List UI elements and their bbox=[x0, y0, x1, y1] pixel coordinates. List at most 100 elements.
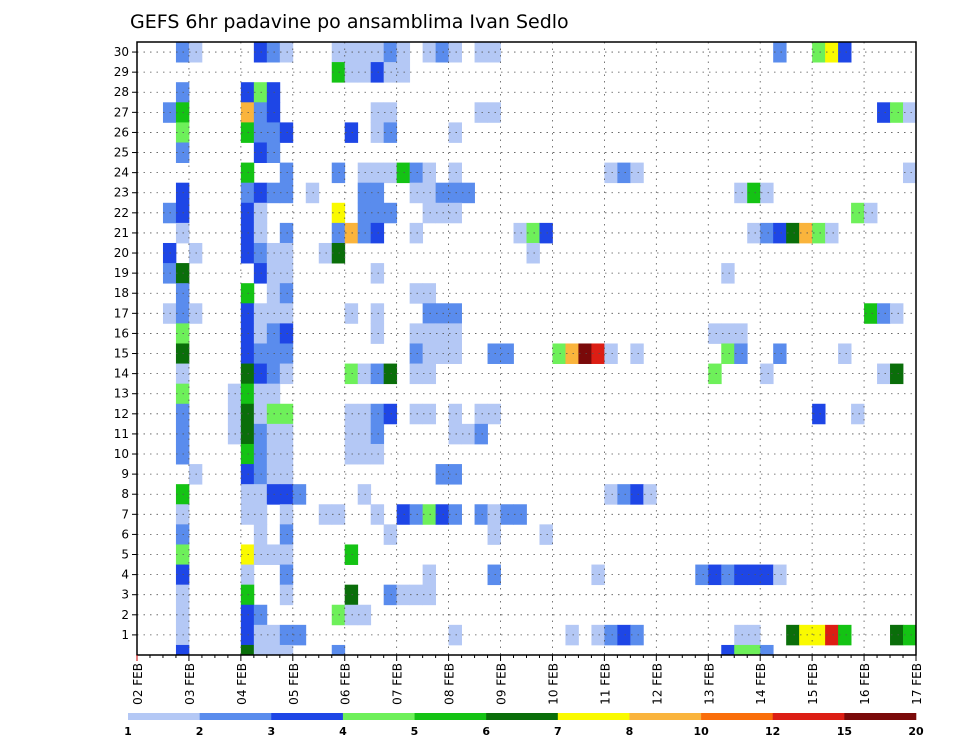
colorbar-label: 12 bbox=[765, 725, 780, 738]
heatmap-cell bbox=[409, 584, 424, 606]
colorbar-swatch bbox=[629, 713, 702, 720]
y-axis: 1234567891011121314151617181920212223242… bbox=[114, 45, 137, 642]
heatmap-cell bbox=[617, 624, 631, 646]
heatmap-cell bbox=[604, 624, 618, 646]
heatmap-cell bbox=[422, 403, 437, 425]
heatmap-cell bbox=[331, 42, 346, 63]
heatmap-cell bbox=[370, 443, 385, 465]
heatmap-cell bbox=[435, 343, 449, 364]
y-tick-label: 2 bbox=[121, 608, 129, 622]
heatmap-cell bbox=[448, 42, 462, 63]
heatmap-cell bbox=[591, 564, 605, 586]
heatmap-cell bbox=[760, 564, 774, 586]
colorbar-label: 1 bbox=[124, 725, 132, 738]
x-tick-label: 08 FEB bbox=[443, 663, 457, 705]
heatmap-cell bbox=[864, 202, 878, 224]
heatmap-cell bbox=[344, 363, 359, 385]
heatmap-cell bbox=[448, 323, 462, 344]
heatmap-cell bbox=[812, 624, 826, 646]
heatmap-cell bbox=[513, 504, 527, 525]
heatmap-cell bbox=[370, 222, 385, 244]
heatmap-cell bbox=[903, 162, 917, 184]
heatmap-cell bbox=[747, 624, 761, 646]
heatmap-cell bbox=[760, 182, 774, 204]
y-tick-label: 12 bbox=[114, 407, 129, 421]
heatmap-cell bbox=[760, 644, 774, 656]
heatmap-cell bbox=[448, 423, 462, 445]
heatmap-cell bbox=[565, 624, 579, 646]
heatmap-cell bbox=[630, 624, 644, 646]
heatmap-cell bbox=[357, 162, 372, 184]
heatmap-cell bbox=[435, 202, 449, 224]
x-tick-label: 15 FEB bbox=[806, 663, 820, 705]
heatmap-cell bbox=[435, 464, 449, 485]
heatmap-cell bbox=[539, 222, 553, 244]
heatmap-cell bbox=[383, 524, 398, 545]
heatmap-cell bbox=[864, 303, 878, 324]
x-tick-label: 11 FEB bbox=[598, 663, 612, 705]
heatmap-cell bbox=[448, 504, 462, 525]
heatmap-cell bbox=[409, 162, 424, 184]
heatmap-cell bbox=[487, 524, 501, 545]
heatmap-cell bbox=[331, 162, 346, 184]
heatmap-cell bbox=[734, 564, 748, 586]
heatmap-cell bbox=[734, 624, 748, 646]
heatmap-cell bbox=[695, 564, 709, 586]
heatmap-cell bbox=[760, 363, 774, 385]
heatmap-cell bbox=[461, 423, 475, 445]
heatmap-cell bbox=[383, 202, 398, 224]
heatmap-cell bbox=[877, 363, 891, 385]
heatmap-cell bbox=[331, 202, 346, 224]
heatmap-cell bbox=[734, 323, 748, 344]
x-tick-label: 12 FEB bbox=[650, 663, 664, 705]
colorbar-label: 6 bbox=[482, 725, 490, 738]
heatmap-cell bbox=[266, 644, 281, 656]
heatmap-cell bbox=[409, 403, 424, 425]
heatmap-cell bbox=[253, 644, 268, 656]
heatmap-cell bbox=[370, 263, 385, 284]
heatmap-cell bbox=[877, 303, 891, 324]
heatmap-cell bbox=[526, 242, 540, 264]
heatmap-cell bbox=[604, 484, 618, 505]
heatmap-cell bbox=[370, 303, 385, 324]
x-tick-label: 17 FEB bbox=[910, 663, 924, 705]
heatmap-cell bbox=[474, 504, 488, 525]
x-tick-label: 13 FEB bbox=[702, 663, 716, 705]
heatmap-cell bbox=[721, 323, 735, 344]
heatmap-cell bbox=[747, 222, 761, 244]
heatmap-cell bbox=[552, 343, 566, 364]
y-tick-label: 27 bbox=[114, 105, 129, 119]
heatmap-cell bbox=[448, 403, 462, 425]
heatmap-cell bbox=[396, 42, 411, 63]
colorbar-swatch bbox=[128, 713, 200, 720]
x-tick-label: 02 FEB bbox=[131, 663, 145, 705]
heatmap-cell bbox=[591, 624, 605, 646]
colorbar: 1 2 3 4 5 6 7 8 10 12 15 20 bbox=[124, 713, 924, 738]
heatmap-cell bbox=[500, 504, 514, 525]
y-tick-label: 8 bbox=[121, 487, 129, 501]
y-tick-label: 21 bbox=[114, 226, 129, 240]
heatmap-cell bbox=[422, 363, 437, 385]
y-tick-label: 10 bbox=[114, 447, 129, 461]
heatmap-cell bbox=[331, 242, 346, 264]
heatmap-cell bbox=[422, 584, 437, 606]
heatmap-cell bbox=[344, 604, 359, 626]
y-tick-label: 14 bbox=[114, 367, 129, 381]
heatmap-cell bbox=[435, 504, 449, 525]
heatmap-cell bbox=[825, 42, 839, 63]
heatmap-cell bbox=[370, 202, 385, 224]
heatmap-cell bbox=[344, 222, 359, 244]
heatmap-cell bbox=[409, 504, 424, 525]
heatmap-cell bbox=[448, 162, 462, 184]
heatmap-cell bbox=[370, 42, 385, 63]
heatmap-cell bbox=[331, 222, 346, 244]
y-tick-label: 23 bbox=[114, 186, 129, 200]
heatmap-cell bbox=[890, 624, 904, 646]
heatmap-cell bbox=[357, 363, 372, 385]
heatmap-cell bbox=[357, 423, 372, 445]
heatmap-cell bbox=[448, 122, 462, 143]
heatmap-cell bbox=[344, 584, 359, 606]
heatmap-cell bbox=[630, 343, 644, 364]
heatmap-cell bbox=[344, 403, 359, 425]
heatmap-cell bbox=[747, 644, 761, 656]
